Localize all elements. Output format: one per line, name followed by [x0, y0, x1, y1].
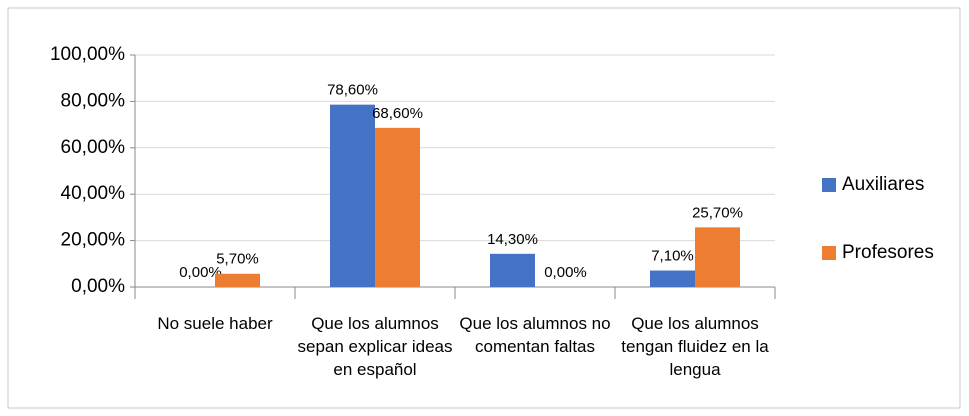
data-label: 78,60%: [327, 82, 378, 99]
y-tick-label: 80,00%: [61, 90, 126, 111]
data-label: 7,10%: [651, 247, 694, 264]
chart-frame: [7, 7, 961, 409]
bar: [215, 273, 260, 287]
bar: [650, 270, 695, 287]
x-tick-label: No suele haber: [157, 314, 273, 333]
legend-label: Profesores: [842, 242, 934, 263]
y-tick-label: 40,00%: [61, 183, 126, 204]
legend-label: Auxiliares: [842, 174, 924, 195]
bar: [375, 127, 420, 288]
x-tick-label: Que los alumnos tengan fluidez en la len…: [621, 314, 769, 379]
bar: [330, 104, 375, 287]
legend-swatch: [822, 178, 836, 192]
y-tick-label: 20,00%: [61, 230, 126, 251]
bar: [695, 227, 740, 287]
data-label: 14,30%: [487, 231, 538, 248]
x-tick-label: Que los alumnos sepan explicar ideas en …: [297, 314, 453, 379]
y-tick-label: 60,00%: [61, 137, 126, 158]
data-label: 68,60%: [372, 105, 423, 122]
data-label: 0,00%: [544, 264, 587, 281]
legend-swatch: [822, 246, 836, 260]
x-tick-label: Que los alumnos no comentan faltas: [459, 314, 611, 356]
bar: [490, 253, 535, 287]
y-tick-label: 0,00%: [71, 276, 125, 297]
data-label: 25,70%: [692, 204, 743, 221]
y-tick-label: 100,00%: [50, 44, 125, 65]
data-label: 5,70%: [216, 251, 259, 268]
data-label: 0,00%: [179, 264, 222, 281]
